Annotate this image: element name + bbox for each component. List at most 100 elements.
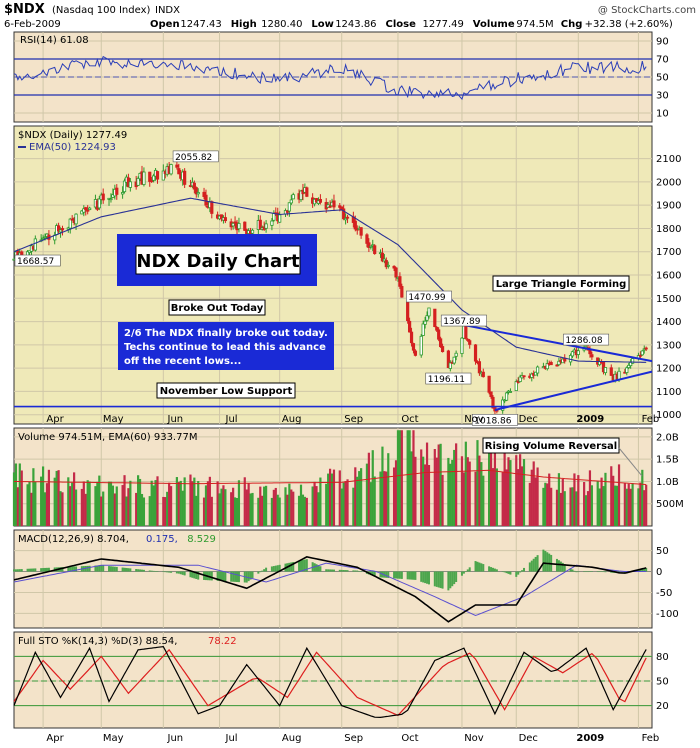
candle-body bbox=[487, 375, 491, 393]
volume-bar bbox=[627, 483, 630, 526]
macd-histogram-bar bbox=[265, 567, 268, 572]
volume-bar bbox=[152, 485, 155, 526]
volume-bar bbox=[358, 471, 361, 526]
macd-histogram-bar bbox=[507, 571, 510, 574]
volume-bar bbox=[352, 487, 355, 526]
note-line: 2/6 The NDX finally broke out today. bbox=[124, 328, 328, 339]
y-tick-label: 2000 bbox=[656, 177, 681, 188]
volume-bar bbox=[453, 449, 456, 526]
macd-histogram-bar bbox=[28, 568, 31, 572]
candle-body bbox=[437, 329, 441, 340]
candle-body bbox=[384, 260, 388, 268]
note-line: off the recent lows... bbox=[124, 356, 241, 367]
macd-histogram-bar bbox=[466, 569, 469, 572]
macd-histogram-bar bbox=[400, 571, 403, 579]
rvr-label: Rising Volume Reversal bbox=[485, 441, 617, 452]
candle-body bbox=[270, 220, 274, 226]
macd-histogram-bar bbox=[129, 568, 132, 572]
candle-body bbox=[460, 337, 464, 354]
volume-bar bbox=[286, 494, 289, 526]
price-label-box bbox=[406, 290, 452, 303]
macd-histogram-bar bbox=[140, 569, 143, 572]
macd-histogram-bar bbox=[427, 571, 430, 585]
x-tick-label-top: Apr bbox=[46, 414, 64, 425]
macd-histogram-bar bbox=[604, 571, 607, 573]
candle-body bbox=[501, 399, 505, 411]
candle-body bbox=[152, 175, 156, 181]
triangle-box bbox=[492, 275, 630, 292]
macd-histogram-bar bbox=[222, 571, 225, 582]
volume-bar bbox=[183, 477, 186, 526]
volume-bar bbox=[441, 474, 444, 526]
volume-bar bbox=[243, 477, 246, 526]
rsi-legend: RSI(14) 61.08 bbox=[20, 35, 89, 46]
y-tick-label: 1500 bbox=[656, 294, 681, 305]
quote-label: Volume bbox=[473, 19, 515, 30]
macd-histogram-bar bbox=[315, 564, 318, 572]
macd-histogram-bar bbox=[88, 565, 91, 572]
candle-body bbox=[314, 198, 319, 203]
volume-bar bbox=[398, 430, 402, 526]
quote-label: Chg bbox=[561, 19, 583, 30]
volume-bar bbox=[328, 468, 332, 526]
candle-body bbox=[88, 207, 92, 211]
macd-histogram-bar bbox=[422, 571, 425, 583]
volume-bar bbox=[586, 491, 590, 526]
candle-body bbox=[41, 237, 45, 240]
volume-bar bbox=[530, 469, 533, 526]
quote-row: Open 1247.43 High 1280.40 Low 1243.86 Close 127… bbox=[150, 19, 673, 30]
macd-histogram-bar bbox=[263, 569, 266, 572]
x-tick-label-top: May bbox=[103, 414, 124, 425]
volume-bar bbox=[210, 496, 213, 526]
candle-body bbox=[142, 171, 146, 185]
volume-bar bbox=[222, 485, 225, 526]
volume-bar bbox=[233, 497, 237, 526]
macd-histogram-bar bbox=[408, 571, 411, 580]
macd-histogram-bar bbox=[71, 566, 74, 572]
volume-bar bbox=[169, 486, 173, 526]
candle-body bbox=[448, 362, 452, 369]
macd-legend: 8.529 bbox=[187, 534, 216, 545]
volume-bar bbox=[614, 485, 617, 526]
macd-histogram-bar bbox=[40, 568, 43, 572]
candle-body bbox=[413, 350, 418, 356]
macd-histogram-bar bbox=[317, 565, 320, 572]
macd-histogram-bar bbox=[544, 550, 547, 572]
note-box bbox=[118, 322, 334, 370]
macd-histogram-bar bbox=[197, 571, 200, 580]
volume-bar bbox=[536, 467, 539, 526]
volume-bar bbox=[270, 497, 274, 526]
volume-bar bbox=[319, 477, 322, 526]
volume-bar bbox=[261, 495, 264, 526]
volume-bar bbox=[249, 493, 252, 526]
macd-histogram-bar bbox=[542, 549, 545, 572]
macd-histogram-bar bbox=[270, 566, 273, 572]
macd-histogram-bar bbox=[447, 571, 450, 591]
volume-bar bbox=[284, 487, 287, 526]
volume-bar bbox=[230, 492, 233, 526]
triangle-label: Large Triangle Forming bbox=[496, 279, 627, 290]
volume-bar bbox=[387, 453, 390, 526]
candle-body bbox=[122, 180, 127, 193]
volume-bar bbox=[478, 455, 481, 526]
macd-histogram-bar bbox=[587, 571, 590, 573]
candle-body bbox=[392, 265, 396, 269]
macd-histogram-bar bbox=[528, 562, 531, 572]
volume-bar bbox=[410, 451, 413, 526]
support-label: November Low Support bbox=[160, 386, 293, 397]
volume-bar bbox=[422, 456, 425, 526]
macd-histogram-bar bbox=[439, 571, 442, 589]
volume-bar bbox=[369, 482, 372, 526]
volume-bar bbox=[598, 488, 601, 526]
macd-histogram-bar bbox=[32, 568, 35, 572]
volume-bar bbox=[274, 487, 277, 526]
macd-histogram-bar bbox=[175, 571, 178, 574]
macd-histogram-bar bbox=[300, 560, 303, 572]
broke-box bbox=[168, 299, 266, 316]
candle-body bbox=[74, 213, 78, 225]
candle-body bbox=[345, 216, 350, 219]
trendline bbox=[463, 324, 653, 363]
macd-histogram-bar bbox=[313, 563, 316, 572]
macd-histogram-bar bbox=[16, 569, 19, 572]
volume-bar bbox=[259, 486, 262, 526]
